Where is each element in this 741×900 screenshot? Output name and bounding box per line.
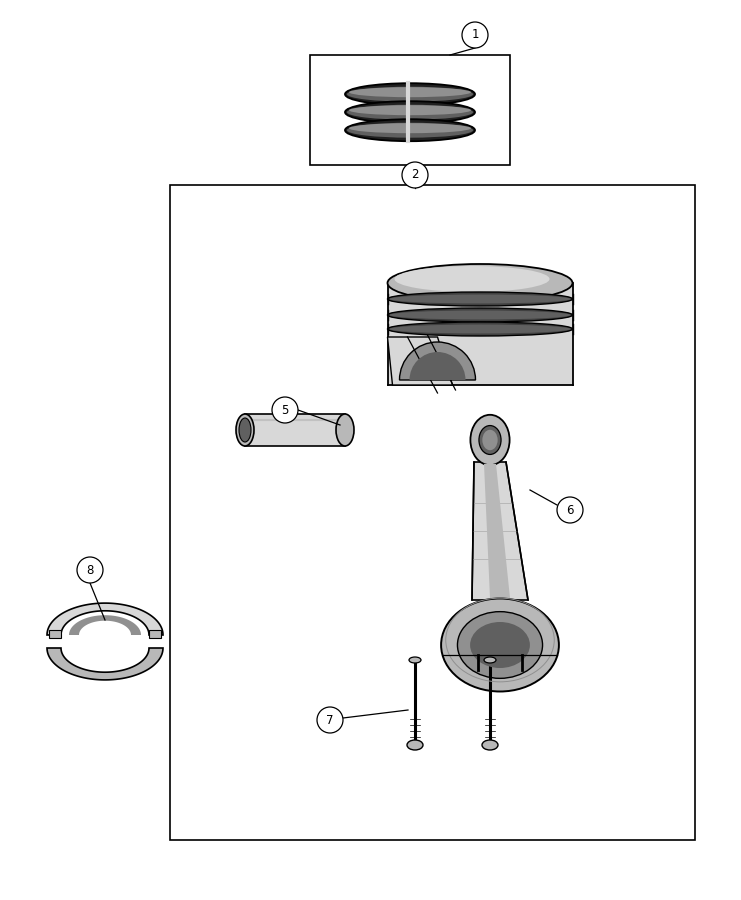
- Polygon shape: [388, 337, 453, 385]
- Ellipse shape: [347, 104, 473, 120]
- Ellipse shape: [457, 612, 542, 679]
- Bar: [388, 283, 573, 385]
- Bar: [49, 630, 61, 638]
- Ellipse shape: [349, 123, 471, 133]
- Ellipse shape: [390, 310, 571, 320]
- Ellipse shape: [345, 83, 475, 105]
- Ellipse shape: [347, 122, 473, 138]
- Bar: [245, 414, 345, 446]
- Wedge shape: [410, 352, 465, 380]
- Polygon shape: [47, 648, 163, 680]
- Ellipse shape: [482, 430, 498, 450]
- Bar: [310, 55, 510, 165]
- Ellipse shape: [482, 740, 498, 750]
- Circle shape: [557, 497, 583, 523]
- Circle shape: [462, 22, 488, 48]
- Circle shape: [272, 397, 298, 423]
- Ellipse shape: [407, 740, 423, 750]
- Text: 1: 1: [471, 29, 479, 41]
- Ellipse shape: [479, 426, 501, 454]
- Ellipse shape: [390, 294, 571, 303]
- Ellipse shape: [336, 414, 354, 446]
- Ellipse shape: [394, 266, 550, 292]
- Polygon shape: [484, 464, 510, 598]
- Ellipse shape: [409, 657, 421, 663]
- Ellipse shape: [441, 598, 559, 691]
- Ellipse shape: [484, 657, 496, 663]
- Bar: [170, 185, 695, 840]
- Ellipse shape: [345, 119, 475, 141]
- Ellipse shape: [349, 105, 471, 115]
- Text: 2: 2: [411, 168, 419, 182]
- Text: 7: 7: [326, 714, 333, 726]
- Polygon shape: [47, 603, 163, 635]
- Circle shape: [317, 707, 343, 733]
- Text: 5: 5: [282, 403, 289, 417]
- Text: 6: 6: [566, 503, 574, 517]
- Ellipse shape: [349, 87, 471, 97]
- Ellipse shape: [236, 414, 254, 446]
- Ellipse shape: [388, 264, 573, 302]
- Ellipse shape: [388, 292, 573, 306]
- Ellipse shape: [388, 322, 573, 336]
- Ellipse shape: [470, 622, 530, 668]
- Ellipse shape: [239, 418, 251, 442]
- Ellipse shape: [471, 415, 510, 465]
- Ellipse shape: [390, 325, 571, 334]
- Ellipse shape: [388, 308, 573, 322]
- Bar: [149, 630, 161, 638]
- Ellipse shape: [345, 101, 475, 123]
- Polygon shape: [472, 462, 528, 600]
- Polygon shape: [69, 616, 141, 635]
- Ellipse shape: [347, 86, 473, 102]
- Wedge shape: [399, 342, 476, 380]
- Text: 8: 8: [86, 563, 93, 577]
- Circle shape: [77, 557, 103, 583]
- Circle shape: [402, 162, 428, 188]
